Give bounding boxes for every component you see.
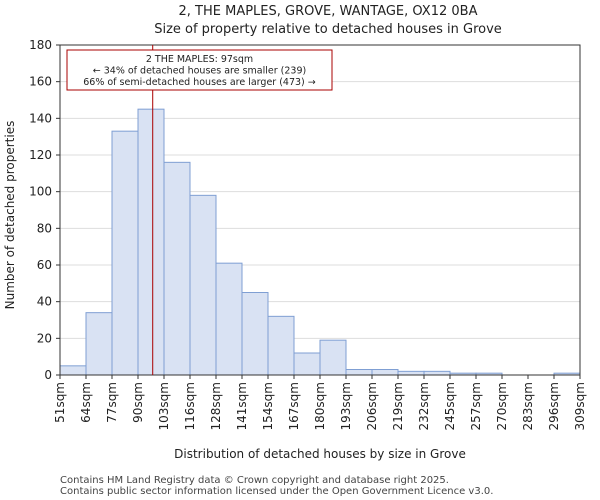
x-tick-label: 77sqm — [105, 382, 119, 423]
x-tick-label: 64sqm — [79, 382, 93, 423]
annotation-line: ← 34% of detached houses are smaller (23… — [93, 66, 306, 77]
x-tick-label: 51sqm — [53, 382, 67, 423]
annotation-line: 2 THE MAPLES: 97sqm — [146, 54, 253, 65]
annotation-box — [66, 49, 333, 91]
bar — [371, 369, 399, 376]
x-tick-label: 296sqm — [547, 382, 561, 430]
x-tick-label: 283sqm — [521, 382, 535, 430]
bar — [319, 339, 347, 376]
bar — [189, 194, 217, 376]
x-tick-label: 154sqm — [261, 382, 275, 430]
bar — [345, 369, 373, 376]
x-tick-label: 257sqm — [469, 382, 483, 430]
x-tick-label: 103sqm — [157, 382, 171, 430]
x-tick-label: 128sqm — [209, 382, 223, 430]
x-tick-label: 116sqm — [183, 382, 197, 430]
bar — [423, 370, 451, 376]
x-tick-label: 141sqm — [235, 382, 249, 430]
bar — [215, 262, 243, 376]
x-tick-label: 270sqm — [495, 382, 509, 430]
y-tick-label: 60 — [37, 258, 52, 272]
footer-line-1: Contains HM Land Registry data © Crown c… — [60, 475, 449, 486]
x-tick-label: 232sqm — [417, 382, 431, 430]
bar — [267, 315, 295, 376]
x-axis-label: Distribution of detached houses by size … — [174, 447, 466, 461]
bar — [59, 365, 87, 376]
x-tick-label: 167sqm — [287, 382, 301, 430]
chart-subtitle: Size of property relative to detached ho… — [154, 22, 502, 37]
bar — [397, 370, 425, 376]
bar — [85, 312, 113, 376]
x-tick-label: 219sqm — [391, 382, 405, 430]
bar — [163, 161, 191, 376]
bar — [137, 108, 165, 376]
y-tick-label: 120 — [29, 148, 52, 162]
y-ticks: 0 20 40 60 80 100 120 140 160 180 — [29, 38, 60, 382]
y-axis-label: Number of detached properties — [3, 121, 17, 310]
bar — [241, 292, 269, 376]
y-tick-label: 100 — [29, 185, 52, 199]
x-tick-label: 90sqm — [131, 382, 145, 423]
y-tick-label: 20 — [37, 331, 52, 345]
x-tick-label: 206sqm — [365, 382, 379, 430]
chart-title: 2, THE MAPLES, GROVE, WANTAGE, OX12 0BA — [179, 4, 478, 19]
x-tick-label: 309sqm — [573, 382, 587, 430]
marker-group: 2 THE MAPLES: 97sqm← 34% of detached hou… — [66, 45, 333, 375]
y-tick-label: 160 — [29, 75, 52, 89]
footer-line-2: Contains public sector information licen… — [60, 486, 493, 497]
y-tick-label: 80 — [37, 221, 52, 235]
bar — [111, 130, 139, 376]
y-tick-label: 0 — [44, 368, 52, 382]
x-tick-label: 180sqm — [313, 382, 327, 430]
x-ticks: 51sqm 64sqm 77sqm 90sqm 103sqm 116sqm 128sqm 14… — [53, 375, 587, 430]
bars — [59, 108, 581, 376]
y-tick-label: 140 — [29, 111, 52, 125]
x-tick-label: 245sqm — [443, 382, 457, 430]
y-tick-label: 40 — [37, 295, 52, 309]
x-tick-label: 193sqm — [339, 382, 353, 430]
annotation-line: 66% of semi-detached houses are larger (… — [83, 77, 316, 88]
y-tick-label: 180 — [29, 38, 52, 52]
bar — [293, 352, 321, 376]
